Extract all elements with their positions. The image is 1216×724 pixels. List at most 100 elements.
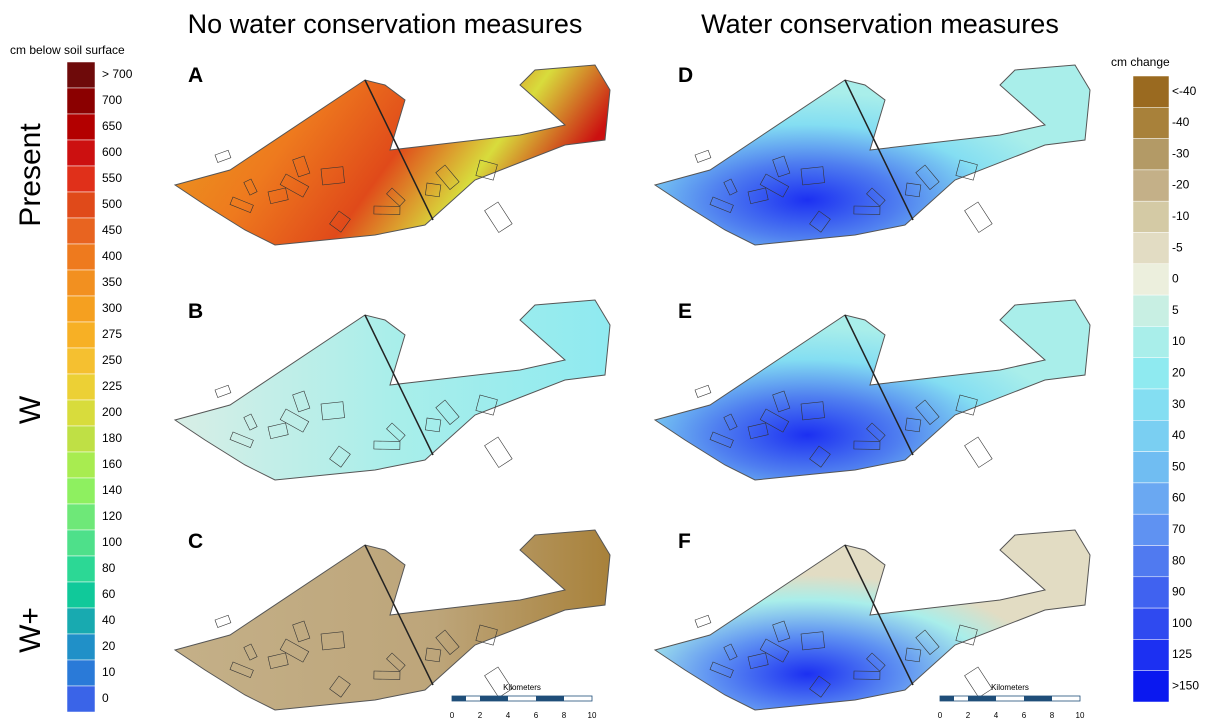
column-title: No water conservation measures <box>188 9 583 39</box>
scale-title: Kilometers <box>991 683 1029 692</box>
legend-swatch <box>67 218 95 244</box>
legend-label: <-40 <box>1172 84 1197 98</box>
scale-title: Kilometers <box>503 683 541 692</box>
legend-swatch <box>67 426 95 452</box>
parcel <box>485 437 513 468</box>
legend-swatch <box>1133 107 1169 138</box>
parcel <box>965 202 993 233</box>
legend-swatch <box>1133 139 1169 170</box>
legend-swatch <box>1133 201 1169 232</box>
legend-label: 50 <box>1172 459 1186 473</box>
legend-swatch <box>1133 170 1169 201</box>
legend-label: 60 <box>102 587 116 601</box>
legend-label: -10 <box>1172 209 1190 223</box>
legend-label: 500 <box>102 197 122 211</box>
legend-label: -40 <box>1172 115 1190 129</box>
legend-label: 550 <box>102 171 122 185</box>
legend-label: 125 <box>1172 647 1192 661</box>
legend-label: 160 <box>102 457 122 471</box>
legend-swatch <box>1133 358 1169 389</box>
legend-swatch <box>1133 295 1169 326</box>
parcel <box>965 667 993 698</box>
scale-tick-label: 8 <box>1050 711 1055 720</box>
legend-swatch <box>67 244 95 270</box>
scale-segment <box>940 696 954 701</box>
legend-swatch <box>1133 639 1169 670</box>
scale-tick-label: 4 <box>994 711 999 720</box>
scale-tick-label: 0 <box>450 711 455 720</box>
panel-letter: D <box>678 64 693 87</box>
map-panel <box>175 65 610 245</box>
parcel <box>695 615 711 627</box>
legend-label: 20 <box>102 639 116 653</box>
legend-label: 300 <box>102 301 122 315</box>
legend-swatch <box>1133 671 1169 702</box>
map-area <box>175 300 610 480</box>
legend-swatch <box>1133 326 1169 357</box>
row-label: Present <box>14 123 47 227</box>
legend-swatch <box>67 192 95 218</box>
legend-swatch <box>67 530 95 556</box>
legend-swatch <box>67 114 95 140</box>
map-area <box>655 300 1090 480</box>
map-area <box>655 65 1090 245</box>
map-panel <box>655 65 1090 245</box>
legend-swatch <box>67 608 95 634</box>
legend-swatch <box>67 140 95 166</box>
map-panel <box>175 300 610 480</box>
legend-label: 650 <box>102 119 122 133</box>
legend-swatch <box>1133 514 1169 545</box>
panel-letter: E <box>678 300 692 323</box>
legend-label: -5 <box>1172 240 1183 254</box>
legend-swatch <box>1133 577 1169 608</box>
legend-label: 10 <box>1172 334 1186 348</box>
legend-label: 80 <box>102 561 116 575</box>
legend-swatch <box>1133 389 1169 420</box>
map-area <box>175 530 610 710</box>
scale-segment <box>1024 696 1052 701</box>
legend-swatch <box>1133 546 1169 577</box>
parcel <box>215 385 231 397</box>
legend-label: -30 <box>1172 146 1190 160</box>
row-label: W+ <box>14 607 47 653</box>
legend-swatch <box>67 556 95 582</box>
column-title: Water conservation measures <box>701 9 1059 39</box>
legend-label: 700 <box>102 93 122 107</box>
legend-title: cm below soil surface <box>10 43 125 57</box>
legend-label: 80 <box>1172 553 1186 567</box>
scale-bar <box>940 696 1080 701</box>
panel-letter: A <box>188 64 203 87</box>
legend-swatch <box>67 322 95 348</box>
legend-swatch <box>67 660 95 686</box>
legend-swatch <box>67 348 95 374</box>
legend-label: 400 <box>102 249 122 263</box>
figure: No water conservation measures Water cons… <box>0 0 1216 724</box>
legend-label: 90 <box>1172 585 1186 599</box>
scale-segment <box>536 696 564 701</box>
legend-swatch <box>67 582 95 608</box>
legend-swatch <box>67 452 95 478</box>
legend-swatch <box>1133 608 1169 639</box>
legend-swatch <box>67 62 95 88</box>
panel-letter: C <box>188 530 203 553</box>
legend-swatch <box>67 296 95 322</box>
scale-tick-label: 2 <box>478 711 483 720</box>
map-panel <box>655 300 1090 480</box>
legend-swatch <box>67 504 95 530</box>
legend-label: 450 <box>102 223 122 237</box>
legend-swatch <box>1133 76 1169 107</box>
scale-bar <box>452 696 592 701</box>
scale-tick-label: 6 <box>1022 711 1027 720</box>
legend-label: 30 <box>1172 397 1186 411</box>
legend-label: 5 <box>1172 303 1179 317</box>
legend-swatch <box>1133 233 1169 264</box>
parcel <box>965 437 993 468</box>
parcel <box>695 150 711 162</box>
legend-label: 0 <box>102 691 109 705</box>
scale-tick-label: 0 <box>938 711 943 720</box>
map-panel <box>175 530 610 710</box>
legend-label: 350 <box>102 275 122 289</box>
legend-label: 140 <box>102 483 122 497</box>
legend-swatch <box>1133 264 1169 295</box>
legend-label: 70 <box>1172 522 1186 536</box>
